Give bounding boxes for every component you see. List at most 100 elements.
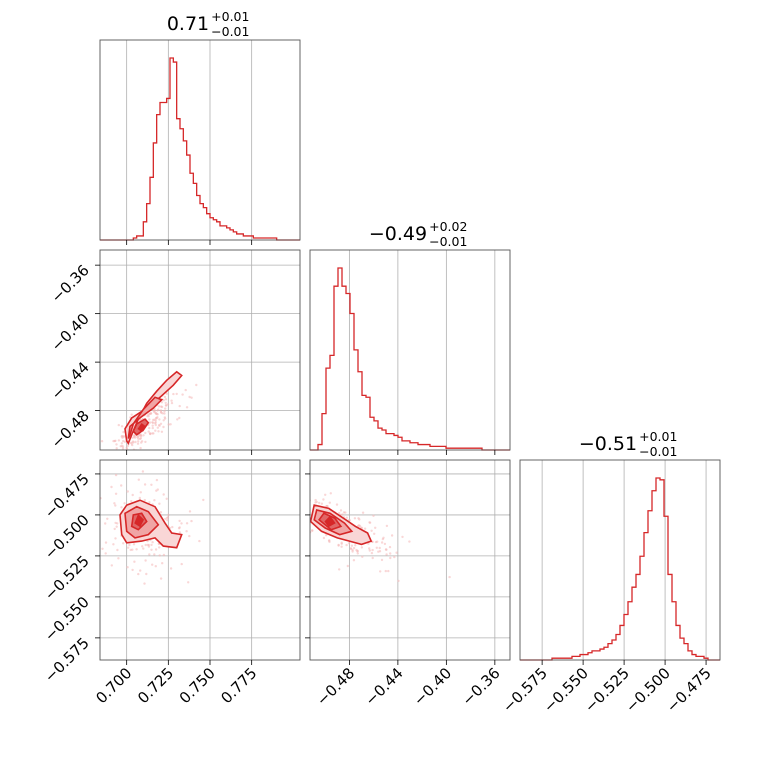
sample-point (279, 489, 281, 491)
sample-point (114, 492, 118, 495)
sample-point (166, 516, 169, 520)
sample-point (123, 440, 127, 443)
sample-point (178, 519, 181, 523)
sample-point (138, 496, 141, 500)
sample-point (325, 534, 328, 537)
sample-point (134, 440, 137, 444)
sample-point (284, 495, 286, 497)
sample-point (149, 432, 152, 435)
sample-point (190, 396, 193, 399)
sample-point (128, 543, 131, 547)
sample-point (329, 492, 332, 495)
sample-point (374, 526, 377, 529)
sample-point (335, 503, 339, 506)
sample-point (115, 525, 118, 528)
y-tick-label: −0.48 (48, 407, 93, 452)
sample-point (162, 493, 165, 496)
sample-point (169, 567, 173, 570)
sample-point (306, 504, 308, 506)
sample-point (131, 493, 134, 497)
hist-panel-0: 0.71 +0.01−0.01 (99, 9, 301, 245)
sample-point (385, 524, 389, 528)
sample-point (143, 498, 146, 502)
sample-point (150, 483, 153, 486)
sample-point (120, 457, 122, 459)
sample-point (86, 542, 88, 544)
sample-point (190, 519, 193, 523)
sample-point (162, 425, 165, 429)
sample-point (376, 540, 379, 543)
sample-point (143, 582, 146, 585)
sample-point (358, 524, 362, 528)
sample-point (114, 453, 116, 455)
sample-point (307, 505, 309, 507)
sample-point (133, 560, 136, 563)
sample-point (328, 501, 331, 504)
sample-point (301, 490, 303, 492)
x-tick-label: −0.525 (581, 664, 633, 716)
sample-point (318, 501, 321, 505)
sample-point (164, 407, 167, 410)
sample-point (185, 406, 189, 409)
sample-point (372, 514, 375, 517)
sample-point (116, 548, 119, 552)
sample-point (121, 447, 125, 450)
sample-point (176, 418, 179, 421)
sample-point (368, 521, 372, 524)
sample-point (448, 575, 451, 579)
param-title-1: −0.49 +0.02−0.01 (369, 219, 468, 249)
sample-point (361, 555, 364, 558)
sample-point (341, 513, 344, 516)
title-value: 0.71 (167, 13, 209, 35)
y-tick-label: −0.550 (41, 593, 93, 645)
sample-point (167, 513, 170, 517)
sample-point (172, 392, 175, 396)
x-tick-label: −0.550 (540, 664, 592, 716)
sample-point (180, 522, 183, 525)
plot-area (100, 370, 198, 459)
sample-point (153, 418, 156, 421)
sample-point (159, 409, 163, 412)
sample-point (144, 543, 147, 547)
sample-point (145, 572, 148, 576)
sample-point (170, 399, 173, 402)
sample-point (131, 436, 134, 439)
sample-point (379, 570, 382, 573)
axes-frame (99, 459, 301, 661)
sample-point (340, 541, 343, 544)
sample-point (151, 421, 155, 425)
sample-point (346, 564, 349, 568)
sample-point (112, 454, 114, 456)
sample-point (157, 408, 160, 411)
sample-point (171, 525, 174, 529)
sample-point (148, 412, 151, 416)
sample-point (352, 559, 356, 562)
sample-point (304, 486, 306, 488)
sample-point (156, 413, 159, 416)
sample-point (164, 517, 167, 521)
title-value: −0.49 (369, 223, 427, 245)
sample-point (84, 495, 86, 497)
title-plus-error: +0.01 (639, 429, 677, 444)
sample-point (151, 424, 154, 427)
x-tick-label: −0.36 (458, 664, 503, 709)
sample-point (385, 553, 388, 556)
sample-point (158, 423, 161, 427)
sample-point (123, 502, 126, 505)
sample-point (353, 517, 357, 520)
sample-point (147, 545, 151, 548)
sample-point (356, 552, 359, 555)
sample-point (185, 522, 189, 525)
sample-point (294, 507, 296, 509)
sample-point (130, 500, 133, 503)
sample-point (354, 544, 357, 547)
sample-point (295, 490, 297, 492)
sample-point (378, 550, 382, 553)
title-minus-error: −0.01 (429, 234, 467, 249)
sample-point (178, 526, 181, 529)
sample-point (127, 546, 130, 549)
sample-point (188, 395, 191, 399)
sample-point (202, 498, 205, 502)
sample-point (137, 440, 140, 443)
sample-point (345, 516, 348, 519)
